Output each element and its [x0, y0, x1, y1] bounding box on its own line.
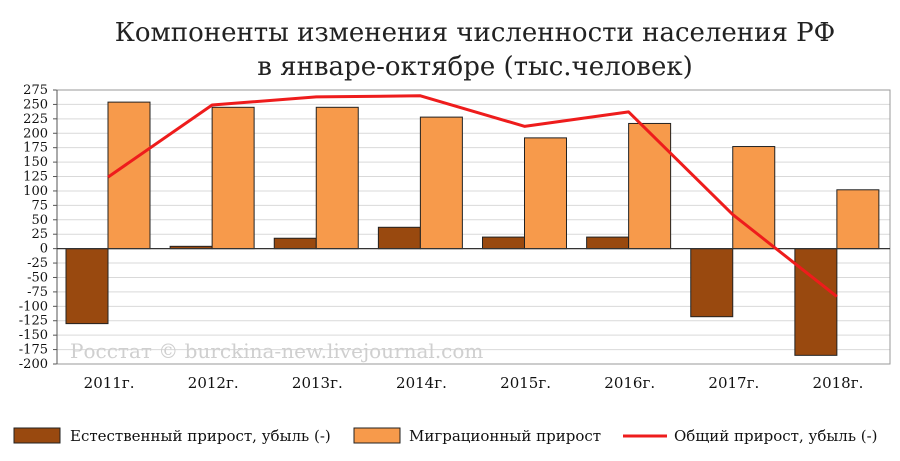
x-tick-label: 2014г. — [396, 374, 447, 392]
x-tick-label: 2018г. — [813, 374, 864, 392]
bar-migration — [836, 189, 880, 250]
bar-migration — [732, 146, 776, 250]
y-tick-label: 200 — [23, 126, 48, 141]
y-tick-label: 150 — [23, 155, 48, 170]
bar-natural — [586, 236, 630, 250]
legend: Естественный прирост, убыль (-) Миграцион… — [13, 427, 878, 445]
y-tick-label: 100 — [23, 184, 48, 199]
x-tick-label: 2013г. — [292, 374, 343, 392]
chart-title-line-1: Компоненты изменения численности населен… — [115, 18, 835, 48]
y-tick-label: -125 — [19, 314, 48, 329]
bar-migration — [419, 116, 463, 250]
x-tick-label: 2015г. — [500, 374, 551, 392]
legend-label: Естественный прирост, убыль (-) — [70, 427, 331, 445]
y-tick-label: -75 — [27, 285, 48, 300]
x-tick-label: 2017г. — [708, 374, 759, 392]
legend-swatch-natural — [13, 427, 61, 444]
bar-migration — [211, 106, 255, 250]
bar-natural — [65, 248, 109, 325]
bar-migration — [315, 106, 359, 250]
bar-natural — [794, 248, 838, 356]
legend-label: Общий прирост, убыль (-) — [674, 427, 878, 445]
watermark: Росстат © burckina-new.livejournal.com — [70, 339, 483, 363]
y-tick-label: 225 — [23, 112, 48, 127]
chart-title-line-2: в январе-октябре (тыс.человек) — [257, 52, 692, 82]
bar-natural — [273, 237, 317, 250]
x-tick-label: 2016г. — [604, 374, 655, 392]
y-tick-label: 50 — [31, 213, 48, 228]
bar-migration — [524, 137, 567, 250]
y-tick-label: 125 — [23, 170, 48, 185]
y-tick-label: 25 — [31, 227, 48, 242]
y-tick-label: -50 — [27, 270, 48, 285]
y-tick-label: 250 — [23, 97, 48, 112]
y-tick-label: -200 — [19, 357, 48, 372]
y-tick-label: -175 — [19, 343, 48, 358]
bar-natural — [482, 236, 525, 250]
y-tick-label: 0 — [40, 242, 48, 257]
line-total — [107, 94, 838, 298]
plot-area: 2752502252001751501251007550250-25-50-75… — [19, 83, 891, 392]
bar-natural — [690, 248, 734, 318]
x-tick-label: 2011г. — [84, 374, 135, 392]
bar-natural — [377, 226, 421, 250]
y-tick-label: 175 — [23, 141, 48, 156]
bar-migration — [107, 101, 151, 250]
x-tick-label: 2012г. — [188, 374, 239, 392]
legend-swatch-migration — [353, 427, 401, 444]
y-tick-label: 275 — [23, 83, 48, 98]
y-tick-label: -100 — [19, 299, 48, 314]
bar-migration — [628, 122, 672, 250]
y-tick-label: 75 — [31, 198, 48, 213]
y-tick-label: -25 — [27, 256, 48, 271]
legend-label: Миграционный прирост — [409, 427, 601, 445]
y-tick-label: -150 — [19, 328, 48, 343]
